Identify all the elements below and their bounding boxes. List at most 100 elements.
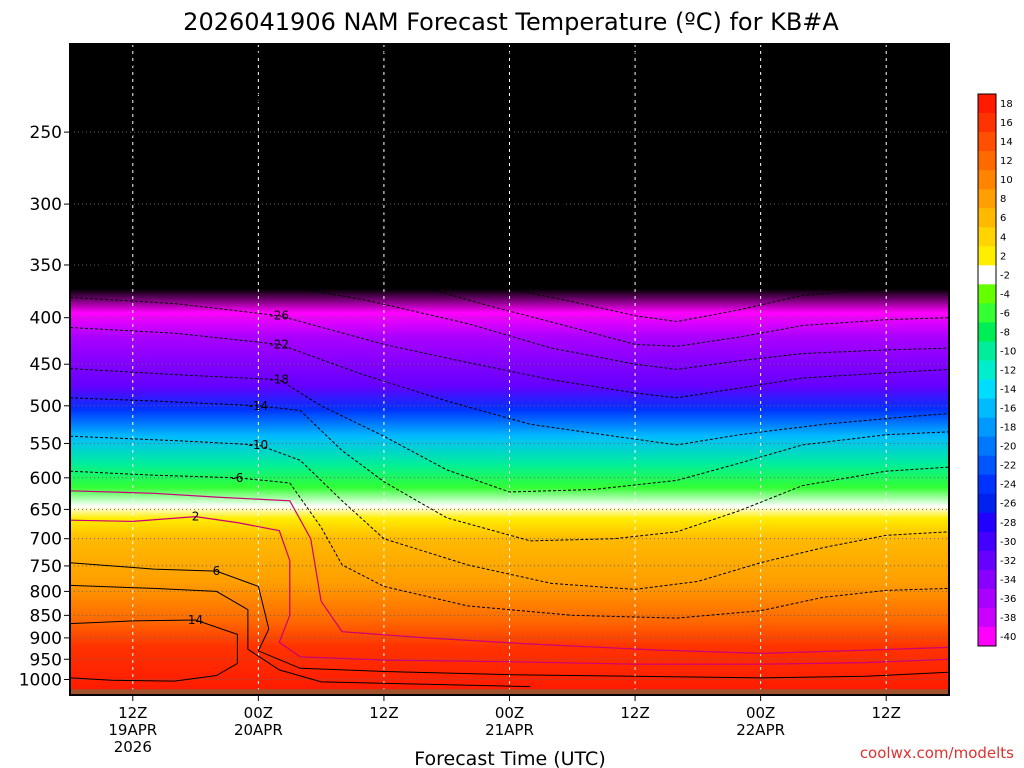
isotherm-line [70,619,238,682]
colorbar-swatch [978,569,996,590]
colorbar-legend: 18 16 14 12 10 8 6 4 2 -2 -4 -6 -8 -10 -12 -14 -16 -18 -20… [977,93,1016,647]
time-tick-label: 22APR [736,721,785,739]
isotherm-label: -26 [269,309,289,323]
colorbar-label: 16 [1000,118,1013,129]
isotherm-line [70,470,949,619]
colorbar-label: -14 [1000,385,1016,396]
pressure-tick-label: 1000 [19,671,62,691]
pressure-tick-label: 300 [30,195,62,215]
isotherm-contours: -58 -54 -50 -46 -42 -38-34 -30 -26 -22 -18-14 -10 -… [70,47,949,688]
colorbar-swatch [978,531,996,552]
colorbar-swatch [978,94,996,114]
pressure-tick-label: 700 [30,530,62,550]
colorbar-label: -20 [1000,442,1016,453]
isotherm-line [70,125,949,164]
colorbar-label: -34 [1000,575,1016,586]
isotherm-label: -18 [269,373,289,387]
colorbar-label: -16 [1000,404,1016,415]
pressure-axis: 250 300 350 400 450 500 550 600 650 700 750 800 850 9… [19,123,70,691]
credit-link[interactable]: coolwx.com/modelts [860,744,1014,762]
pressure-tick-label: 650 [30,500,62,520]
colorbar-label: -8 [1000,327,1010,338]
time-tick-label: 12Z [369,704,398,722]
colorbar-frame [977,93,997,647]
isotherm-label: -14 [249,399,269,413]
colorbar-swatch [978,417,996,438]
colorbar-label: -40 [1000,632,1016,643]
colorbar-label: -18 [1000,423,1016,434]
colorbar-swatch [978,474,996,495]
colorbar-label: 18 [1000,99,1013,110]
colorbar-swatch [978,227,996,247]
isotherm-label: -38 [269,235,289,249]
isotherm-line [70,154,949,233]
grid-lines [70,44,949,695]
colorbar-label: -24 [1000,480,1016,491]
chart-title: 2026041906 NAM Forecast Temperature (ºC)… [183,8,839,36]
pressure-tick-label: 350 [30,256,62,276]
isotherm-label: 2 [192,510,200,524]
colorbar-swatch [978,151,996,171]
colorbar-label: 6 [1000,213,1006,224]
pressure-tick-label: 550 [30,434,62,454]
colorbar-label: -32 [1000,556,1016,567]
isotherm-line [70,515,949,665]
colorbar-swatch [978,246,996,266]
isotherm-label: -30 [228,271,248,285]
colorbar-swatch [978,398,996,418]
isotherm-line [70,51,949,68]
colorbar-label: -36 [1000,594,1016,605]
colorbar-swatch [978,512,996,533]
isotherm-line [70,490,949,655]
pressure-tick-label: 400 [30,309,62,329]
x-axis-label: Forecast Time (UTC) [414,748,605,768]
isotherm-line [70,81,489,100]
isotherm-label: -6 [231,471,243,485]
pressure-tick-label: 250 [30,123,62,143]
colorbar-label: -28 [1000,518,1016,529]
time-tick-label: 12Z [620,704,649,722]
colorbar-swatch [978,455,996,476]
colorbar-swatch [978,341,996,361]
isotherm-label: -34 [269,249,289,263]
time-tick-label: 00Z [495,704,524,722]
isotherm-line [70,327,949,446]
colorbar-swatch [978,588,996,609]
time-tick-label: 00Z [244,704,273,722]
colorbar-label: -10 [1000,347,1016,358]
pressure-tick-label: 850 [30,606,62,626]
colorbar-swatch [978,189,996,209]
colorbar-label: -2 [1000,270,1010,281]
colorbar-label: 8 [1000,194,1006,205]
colorbar-swatch [978,303,996,323]
colorbar-swatch [978,322,996,342]
isotherm-label: 6 [213,564,221,578]
colorbar-label: -30 [1000,537,1016,548]
colorbar-swatch [978,626,996,647]
isotherm-label: -22 [269,337,289,351]
colorbar-swatch [978,132,996,152]
time-tick-label: 12Z [872,704,901,722]
pressure-tick-label: 600 [30,469,62,489]
pressure-tick-label: 950 [30,650,62,670]
colorbar-label: 12 [1000,156,1013,167]
colorbar-label: -26 [1000,499,1016,510]
time-tick-label: 19APR [108,721,157,739]
pressure-tick-label: 500 [30,397,62,417]
colorbar-swatch [978,265,996,285]
ground-surface [70,689,949,695]
time-tick-label: 2026 [114,738,152,756]
colorbar-label: 14 [1000,137,1013,148]
isotherm-line [70,562,949,679]
isotherm-label: -54 [249,92,269,106]
time-tick-label: 20APR [234,721,283,739]
isotherm-label: -46 [238,161,258,175]
isotherm-line [70,296,949,399]
isotherm-line [70,368,949,493]
colorbar-label: 10 [1000,175,1013,186]
time-tick-label: 21APR [485,721,534,739]
isotherm-line [70,176,949,273]
colorbar-swatch [978,379,996,399]
